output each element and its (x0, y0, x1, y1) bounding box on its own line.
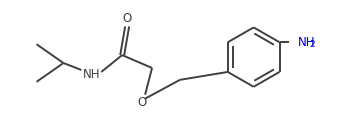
Text: O: O (123, 12, 132, 25)
Text: NH: NH (82, 68, 100, 81)
Text: NH: NH (297, 36, 315, 49)
Text: 2: 2 (309, 40, 315, 49)
Text: O: O (138, 96, 147, 109)
